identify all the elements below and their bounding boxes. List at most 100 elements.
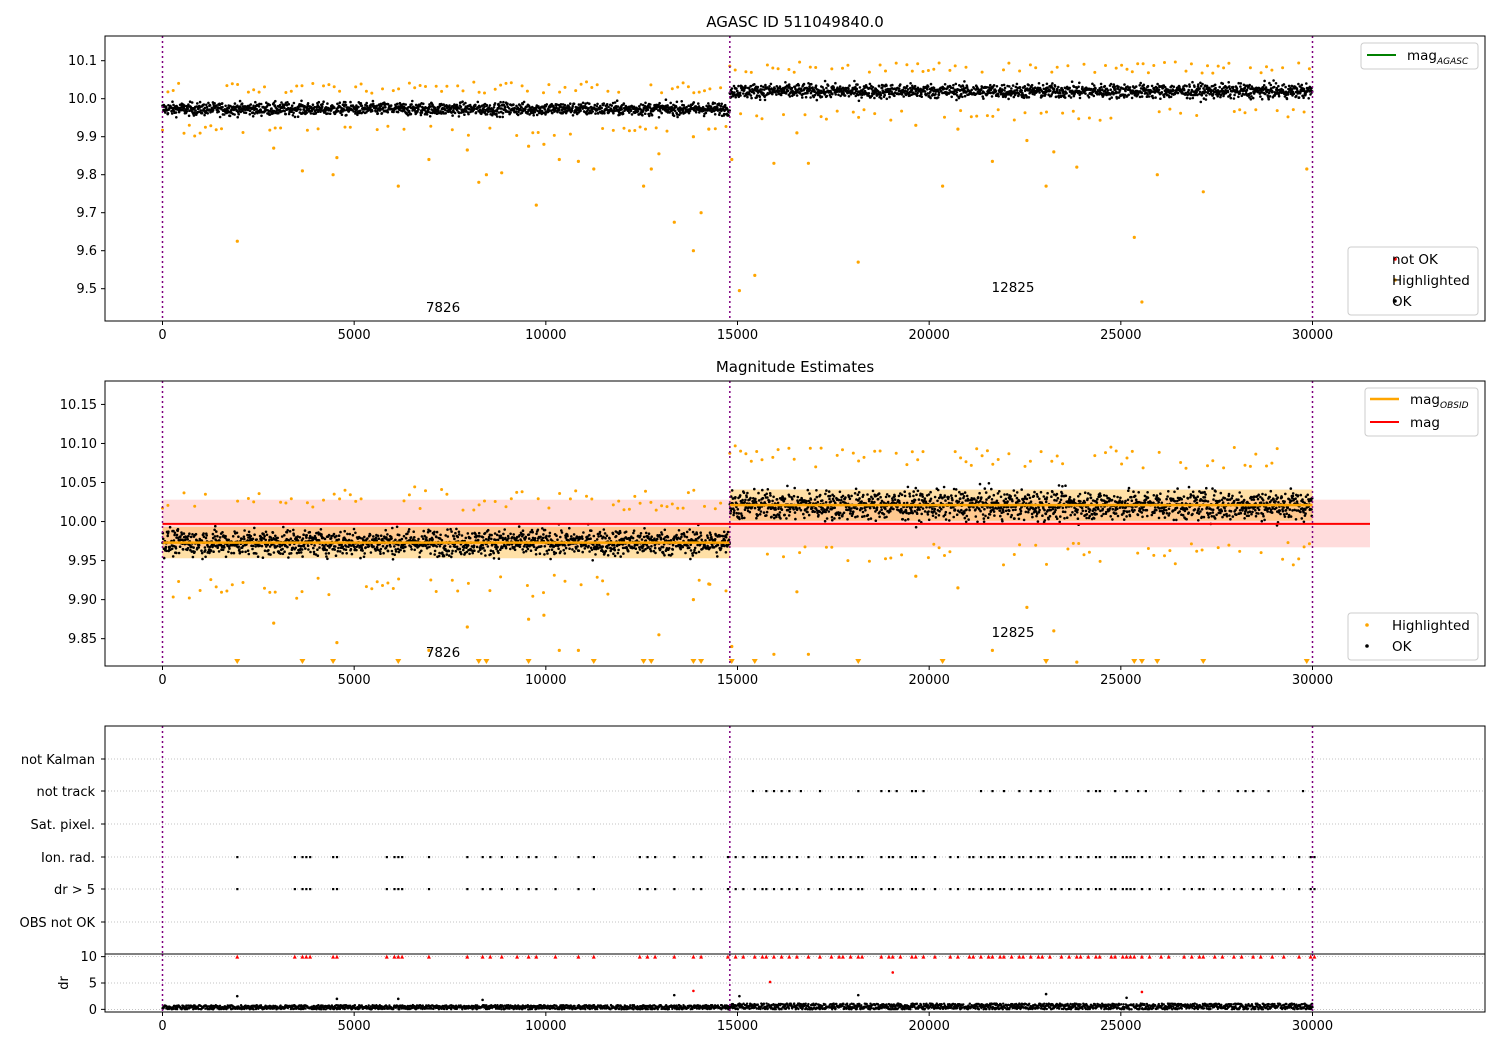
ok-point (707, 102, 710, 105)
ok-point (495, 110, 499, 113)
ok-point (291, 114, 295, 117)
x-tick-label: 5000 (338, 328, 371, 343)
ok-point (259, 102, 263, 106)
ok-point (920, 92, 923, 96)
ok-point (822, 88, 825, 91)
ok-point (950, 95, 953, 99)
ok-point (458, 547, 462, 551)
ok-point (821, 86, 824, 89)
highlighted-point (397, 87, 401, 91)
ok-point (454, 531, 457, 535)
ok-point (831, 92, 834, 96)
highlighted-point (841, 66, 844, 70)
highlighted-point (760, 117, 764, 121)
ok-point (717, 102, 721, 105)
ok-point (1002, 83, 1006, 87)
ok-point (512, 103, 515, 106)
ok-point (429, 552, 432, 555)
ok-point (524, 108, 527, 111)
ok-point (902, 95, 905, 98)
ok-point (1146, 84, 1150, 88)
highlighted-point (1291, 108, 1295, 112)
highlighted-point (708, 87, 712, 91)
ok-point (1128, 86, 1132, 89)
ok-point (573, 550, 576, 553)
ok-point (496, 538, 500, 542)
ok-point (477, 531, 481, 535)
ok-point (1259, 95, 1262, 98)
highlighted-point (520, 84, 524, 88)
ok-point (1065, 92, 1068, 95)
ok-point (588, 533, 591, 537)
ok-point (521, 548, 524, 551)
ok-point (264, 538, 268, 542)
ok-point (660, 111, 663, 115)
ok-point (402, 102, 406, 106)
ok-point (758, 98, 762, 101)
highlighted-point (697, 90, 701, 94)
ok-point (760, 88, 764, 91)
highlighted-point (504, 81, 508, 85)
ok-point (254, 100, 257, 104)
ok-point (1059, 91, 1062, 95)
ok-point (913, 84, 917, 88)
ok-point (374, 536, 378, 539)
ok-point (206, 112, 209, 115)
ok-point (436, 109, 440, 112)
highlighted-point (1050, 70, 1054, 74)
ok-point (247, 530, 251, 534)
ok-point (522, 533, 525, 536)
ok-point (570, 535, 573, 538)
ok-point (425, 539, 429, 542)
ok-point (576, 545, 579, 548)
ok-point (197, 543, 201, 547)
highlighted-point (1173, 60, 1177, 64)
ok-point (188, 100, 192, 103)
highlighted-point (862, 108, 866, 112)
highlighted-point (622, 126, 626, 130)
ok-point (1041, 83, 1045, 87)
ok-point (433, 106, 437, 110)
ok-point (1069, 96, 1073, 99)
ok-point (450, 552, 454, 555)
ok-point (175, 533, 179, 537)
ok-point (214, 524, 217, 528)
highlighted-point (884, 69, 887, 73)
ok-point (283, 109, 286, 113)
ok-point (204, 555, 207, 559)
highlighted-point (515, 134, 519, 137)
highlighted-outlier-point (1140, 300, 1144, 304)
highlighted-point (996, 108, 1000, 112)
ok-point (590, 548, 594, 552)
ok-point (288, 530, 292, 533)
ok-point (910, 88, 914, 92)
ok-point (572, 102, 576, 106)
ok-point (1262, 84, 1266, 87)
y-tick-label: 9.6 (76, 244, 97, 259)
ok-point (808, 85, 811, 88)
ok-point (604, 549, 608, 553)
ok-point (317, 539, 321, 542)
ok-point (1269, 83, 1273, 87)
ok-point (347, 538, 351, 542)
ok-point (332, 532, 336, 536)
ok-point (1044, 92, 1047, 96)
ok-point (177, 551, 181, 555)
highlighted-point (1114, 66, 1118, 70)
ok-point (286, 545, 289, 549)
ok-point (393, 545, 396, 548)
ok-point (513, 548, 517, 552)
ok-point (428, 115, 432, 118)
ok-point (768, 85, 771, 88)
ok-point (1271, 90, 1274, 93)
ok-point (815, 98, 819, 102)
ok-point (450, 555, 453, 559)
ok-point (1057, 85, 1060, 89)
ok-point (620, 108, 623, 111)
ok-point (788, 95, 792, 98)
ok-point (224, 555, 228, 559)
highlighted-point (1163, 61, 1166, 64)
highlighted-point (1012, 118, 1016, 122)
ok-point (221, 105, 224, 109)
ok-point (450, 111, 453, 114)
